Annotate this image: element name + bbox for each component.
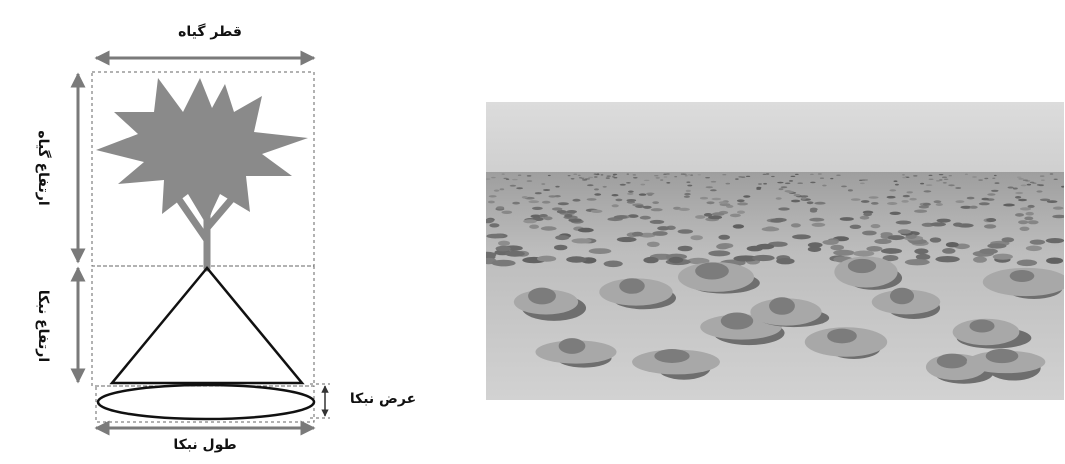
nebka-base-ellipse <box>96 383 316 421</box>
base-bounding-box <box>95 385 315 423</box>
plant-height-label: ارتفاع گیاه <box>35 130 51 206</box>
plant-diameter-label: قطر گیاه <box>178 24 242 40</box>
plant-canopy <box>96 78 308 224</box>
photo-canvas <box>486 102 1064 400</box>
plant-bounding-box <box>91 71 315 267</box>
nebka-diagram: قطر گیاه ارتفاع گیاه ارتفاع نبکا عرض نبک… <box>0 0 450 460</box>
nebka-field-photo <box>486 102 1064 400</box>
diagram-canvas <box>70 50 330 436</box>
nebka-length-label: طول نبکا <box>173 437 237 453</box>
nebka-height-label: ارتفاع نبکا <box>35 289 51 363</box>
nebka-cone <box>109 266 305 385</box>
photo-shrubs <box>486 173 1064 384</box>
photo-sky <box>486 102 1064 174</box>
nebka-width-label: عرض نبکا <box>349 391 417 407</box>
